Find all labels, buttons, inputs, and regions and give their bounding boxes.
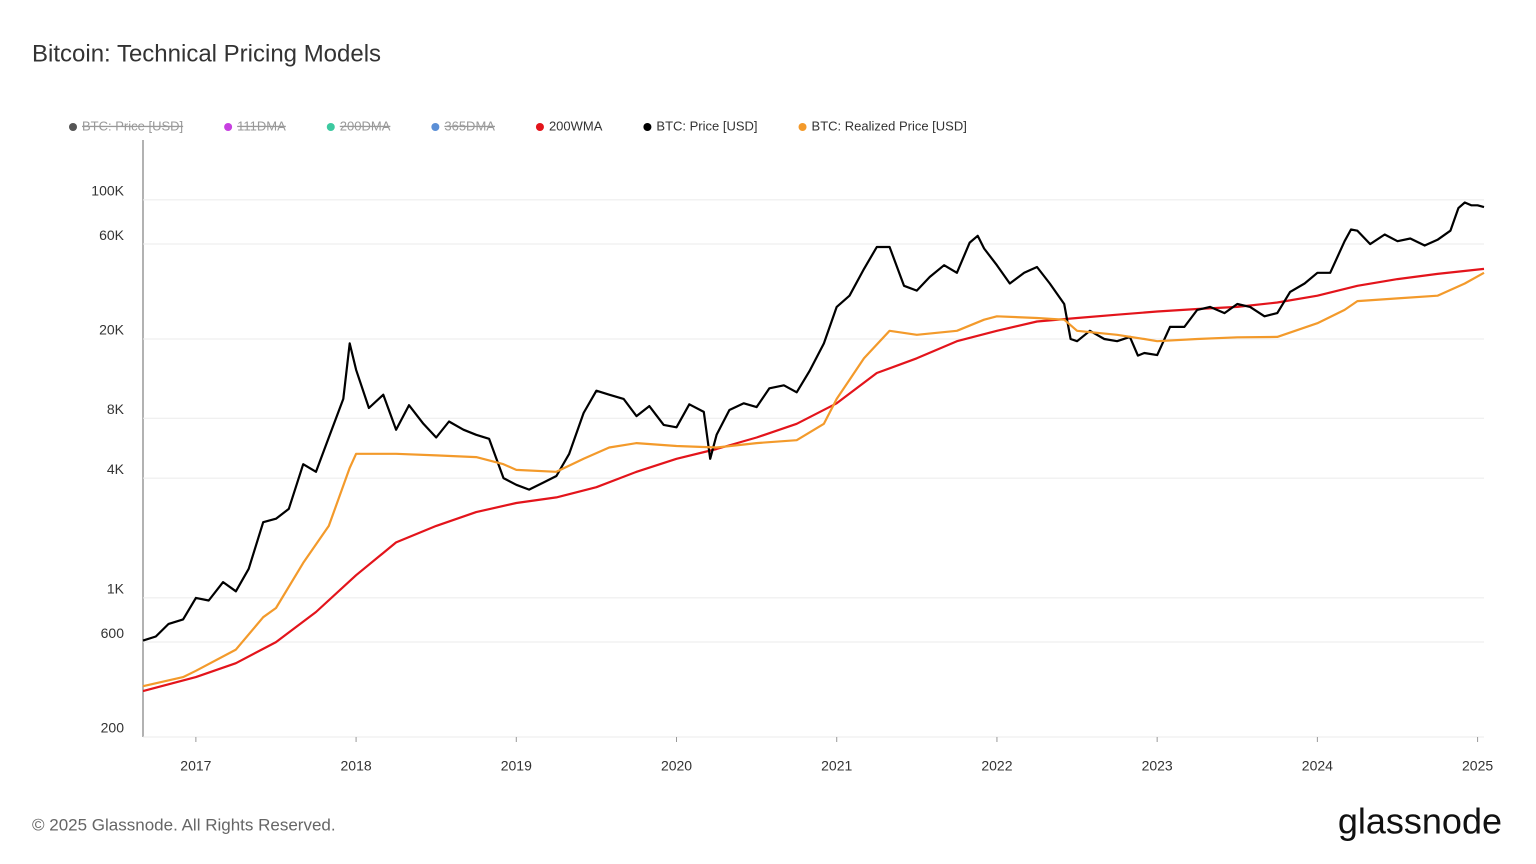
legend-label: 200DMA (340, 118, 391, 133)
legend-marker (535, 123, 544, 131)
series-line (142, 267, 1485, 693)
series-line (142, 201, 1485, 642)
chart-title: Bitcoin: Technical Pricing Models (32, 40, 381, 67)
legend-marker (69, 123, 77, 131)
legend-label: BTC: Price [USD] (656, 118, 757, 133)
x-tick-label: 2025 (1462, 758, 1493, 774)
legend-marker (798, 123, 807, 131)
x-tick-label: 2023 (1142, 758, 1173, 774)
legend-label: 200WMA (549, 118, 603, 133)
x-tick-label: 2017 (180, 758, 211, 774)
x-tick-label: 2018 (341, 758, 372, 774)
legend-marker (431, 123, 440, 131)
y-tick-label: 4K (107, 461, 125, 477)
x-tick-label: 2021 (821, 758, 852, 774)
legend-label: 365DMA (444, 118, 495, 133)
legend-label: BTC: Price [USD] (82, 118, 183, 133)
y-tick-label: 20K (99, 322, 125, 338)
legend-label: 111DMA (237, 118, 286, 133)
y-tick-label: 600 (101, 625, 125, 641)
legend-marker (224, 123, 233, 131)
brand-logo: glassnode (1338, 801, 1502, 842)
y-tick-label: 8K (107, 401, 125, 417)
x-tick-label: 2020 (661, 758, 692, 774)
x-tick-label: 2024 (1302, 758, 1333, 774)
x-tick-label: 2019 (501, 758, 532, 774)
y-tick-label: 200 (101, 720, 125, 736)
legend-marker (643, 123, 652, 131)
series-line (142, 271, 1485, 688)
legend-label: BTC: Realized Price [USD] (812, 118, 967, 133)
y-tick-label: 1K (107, 581, 125, 597)
y-tick-label: 100K (91, 183, 124, 199)
legend-marker (326, 123, 335, 131)
copyright: © 2025 Glassnode. All Rights Reserved. (32, 815, 336, 834)
x-tick-label: 2022 (981, 758, 1012, 774)
y-tick-label: 60K (99, 227, 125, 243)
